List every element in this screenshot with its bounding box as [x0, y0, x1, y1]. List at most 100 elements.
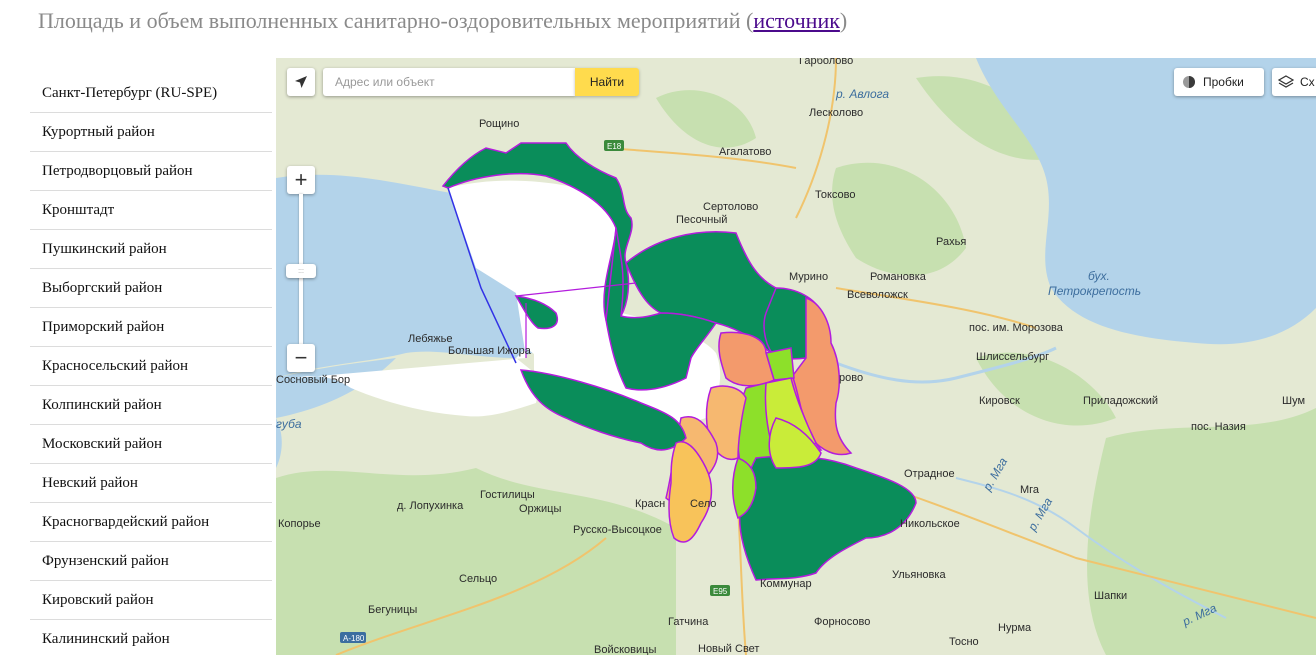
- district-nevsky-south[interactable]: [768, 417, 822, 469]
- district-item-kolpinsky[interactable]: Колпинский район: [30, 386, 272, 425]
- label-kudrovo: рово: [839, 372, 863, 384]
- label-begunitsy: Бегуницы: [368, 604, 417, 616]
- map-view[interactable]: E18 E95 А-180: [276, 58, 1316, 655]
- label-russko-vysotskoe: Русско-Высоцкое: [573, 524, 662, 536]
- label-a180: А-180: [343, 634, 365, 643]
- paren-close: ): [839, 8, 848, 33]
- road-shields: E18 E95 А-180: [340, 140, 730, 643]
- label-e18: E18: [607, 142, 622, 151]
- district-item-saint-petersburg[interactable]: Санкт-Петербург (RU-SPE): [30, 74, 272, 113]
- zoom-in-button[interactable]: +: [287, 166, 315, 194]
- road-north: [795, 58, 837, 219]
- label-lebyazhye: Лебяжье: [408, 333, 452, 345]
- label-petrokrepost: Петрокрепость: [1048, 284, 1141, 298]
- label-sertolovo: Сертолово: [703, 201, 758, 213]
- label-ulyanovka: Ульяновка: [892, 569, 946, 581]
- search-input[interactable]: [323, 68, 575, 96]
- district-item-kronshtadt[interactable]: Кронштадт: [30, 191, 272, 230]
- label-bukh: бух.: [1088, 269, 1110, 283]
- label-toksovo: Токсово: [815, 189, 856, 201]
- zoom-slider-handle[interactable]: :::: [286, 264, 316, 278]
- label-vsevolozhsk: Всеволожск: [847, 289, 908, 301]
- district-item-kalininsky[interactable]: Калининский район: [30, 620, 272, 655]
- label-murino: Мурино: [789, 271, 828, 283]
- label-r-mga-1: р. Мга: [980, 455, 1011, 494]
- gulf-boundary-line: [447, 187, 517, 364]
- label-r-avloga: р. Авлога: [835, 87, 889, 101]
- label-guba: губа: [276, 417, 302, 431]
- label-sosnovy-bor: Сосновый Бор: [276, 374, 350, 386]
- forest-north: [832, 162, 966, 276]
- label-nikolskoe: Никольское: [900, 518, 960, 530]
- district-item-vyborgsky[interactable]: Выборгский район: [30, 269, 272, 308]
- forest-southwest: [276, 468, 676, 655]
- label-prilazhsky: Приладожский: [1083, 395, 1158, 407]
- label-shapki: Шапки: [1094, 590, 1127, 602]
- label-pesochny: Песочный: [676, 214, 727, 226]
- river-neva: [835, 346, 1057, 384]
- district-primorsky[interactable]: [605, 227, 718, 391]
- label-krasnoe-selo-a: Красн: [635, 498, 665, 510]
- road-vsevolozhsk: [835, 287, 1037, 329]
- district-item-krasnoselsky[interactable]: Красносельский район: [30, 347, 272, 386]
- forest-leskolovo: [916, 76, 1056, 160]
- district-kurortny[interactable]: [441, 142, 633, 321]
- label-morozova: пос. им. Морозова: [969, 322, 1064, 334]
- label-nurma: Нурма: [998, 622, 1032, 634]
- district-item-pushkinsky[interactable]: Пушкинский район: [30, 230, 272, 269]
- district-petrodvortsovy[interactable]: [519, 369, 687, 451]
- kronshtadt-dam-line: [515, 282, 637, 358]
- zoom-out-button[interactable]: −: [287, 344, 315, 372]
- district-item-moskovsky[interactable]: Московский район: [30, 425, 272, 464]
- layers-icon: [1278, 75, 1294, 88]
- search-button[interactable]: Найти: [575, 68, 639, 96]
- paren-open: (: [740, 8, 754, 33]
- shield-a180: [340, 632, 366, 643]
- traffic-button[interactable]: Пробки: [1174, 68, 1264, 96]
- forest-southeast: [1087, 408, 1316, 655]
- shield-e95: [710, 585, 730, 596]
- district-item-kirovsky[interactable]: Кировский район: [30, 581, 272, 620]
- label-mga: Мга: [1020, 484, 1040, 496]
- label-tosno: Тосно: [949, 636, 979, 648]
- locate-button[interactable]: [287, 68, 315, 96]
- label-rakhya: Рахья: [936, 236, 966, 248]
- district-admiralteysky[interactable]: [718, 331, 775, 387]
- label-voyskovitsy: Войсковицы: [594, 644, 656, 655]
- label-agalatovo: Агалатово: [719, 146, 771, 158]
- traffic-light-icon: [1183, 76, 1195, 88]
- forest-roshchino: [656, 90, 756, 148]
- gulf-west-bay: [276, 418, 282, 468]
- label-gatchina: Гатчина: [668, 616, 709, 628]
- district-kolpinsky[interactable]: [738, 455, 917, 581]
- label-orzhitsy: Оржицы: [519, 503, 561, 515]
- layers-label: Сх: [1300, 75, 1315, 89]
- label-shlisselburg: Шлиссельбург: [976, 351, 1049, 363]
- district-polygons[interactable]: [441, 142, 917, 581]
- traffic-label: Пробки: [1203, 75, 1244, 89]
- label-romanovka: Романовка: [870, 271, 927, 283]
- road-east: [855, 477, 1316, 619]
- layers-button[interactable]: Сх: [1272, 68, 1316, 96]
- forest-east: [976, 352, 1116, 426]
- label-shum: Шум: [1282, 395, 1305, 407]
- map-canvas[interactable]: E18 E95 А-180: [276, 58, 1316, 655]
- district-item-petrodvortsovy[interactable]: Петродворцовый район: [30, 152, 272, 191]
- page-title: Площадь и объем выполненных санитарно-оз…: [38, 8, 847, 34]
- label-roshchino: Рощино: [479, 118, 519, 130]
- district-pushkinsky[interactable]: [668, 441, 713, 543]
- district-pushkinsky-south[interactable]: [732, 457, 757, 520]
- city-mask: [296, 180, 620, 417]
- source-link[interactable]: источник: [753, 8, 840, 33]
- label-krasnoe-selo-b: Село: [690, 498, 716, 510]
- page-title-text: Площадь и объем выполненных санитарно-оз…: [38, 8, 741, 33]
- forest-areas: [276, 76, 1316, 655]
- district-item-krasnogvardeysky[interactable]: Красногвардейский район: [30, 503, 272, 542]
- district-item-kurortny[interactable]: Курортный район: [30, 113, 272, 152]
- district-item-nevsky[interactable]: Невский район: [30, 464, 272, 503]
- label-lopukhinka: д. Лопухинка: [397, 500, 464, 512]
- district-item-frunzensky[interactable]: Фрунзенский район: [30, 542, 272, 581]
- road-e18: [605, 147, 797, 169]
- district-list: Санкт-Петербург (RU-SPE) Курортный район…: [30, 74, 272, 655]
- district-item-primorsky[interactable]: Приморский район: [30, 308, 272, 347]
